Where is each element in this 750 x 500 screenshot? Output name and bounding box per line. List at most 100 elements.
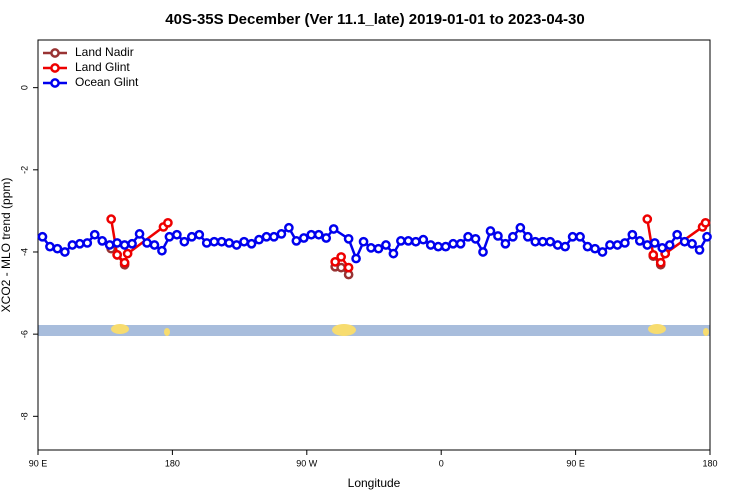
data-point xyxy=(37,231,48,242)
legend-label: Ocean Glint xyxy=(75,75,139,89)
data-point xyxy=(567,231,578,242)
x-axis-label: Longitude xyxy=(348,476,401,490)
data-point xyxy=(112,238,122,248)
data-point xyxy=(291,236,302,246)
data-point xyxy=(552,240,563,250)
legend-label: Land Nadir xyxy=(75,45,134,59)
data-point xyxy=(448,238,458,249)
land-patch xyxy=(111,324,129,334)
data-point xyxy=(298,233,309,243)
data-point xyxy=(112,250,122,260)
data-point xyxy=(493,231,503,241)
data-point xyxy=(433,241,444,252)
y-tick-label: -4 xyxy=(19,248,29,256)
data-point xyxy=(224,238,234,248)
data-point xyxy=(306,229,317,240)
data-point xyxy=(373,243,384,254)
data-point xyxy=(74,238,85,249)
data-point xyxy=(590,243,600,254)
y-tick-label: 0 xyxy=(19,85,29,90)
data-point xyxy=(261,231,272,242)
data-point xyxy=(82,238,93,248)
data-point xyxy=(672,229,682,240)
x-tick-label: 0 xyxy=(439,458,444,468)
data-point xyxy=(597,247,608,257)
data-point xyxy=(122,248,133,259)
data-point xyxy=(403,236,414,246)
data-point xyxy=(358,236,369,247)
x-tick-label: 90 E xyxy=(566,458,585,468)
legend-marker xyxy=(50,48,60,58)
land-patch xyxy=(648,324,666,334)
data-point xyxy=(104,240,115,250)
data-point xyxy=(634,236,645,246)
map-strip xyxy=(38,324,710,336)
data-point xyxy=(313,229,324,240)
data-point xyxy=(149,240,160,250)
data-point xyxy=(455,238,466,249)
data-point xyxy=(620,238,630,248)
land-patch xyxy=(164,328,170,336)
data-point xyxy=(60,247,70,257)
ocean-band xyxy=(38,325,710,336)
x-tick-label: 90 W xyxy=(296,458,318,468)
data-point xyxy=(239,236,249,247)
data-point xyxy=(194,229,205,240)
data-point xyxy=(537,236,548,247)
y-axis-label: XCO2 - MLO trend (ppm) xyxy=(0,178,13,313)
data-point xyxy=(381,240,391,250)
data-point xyxy=(179,236,190,247)
y-tick-label: -2 xyxy=(19,166,29,174)
data-point xyxy=(440,241,451,252)
plot-frame xyxy=(37,39,711,451)
data-point xyxy=(216,236,227,247)
data-point xyxy=(127,238,137,249)
data-point xyxy=(343,233,354,244)
data-point xyxy=(687,238,697,249)
data-point xyxy=(89,229,100,240)
data-point xyxy=(500,238,511,249)
data-point xyxy=(67,240,78,250)
data-point xyxy=(119,257,130,268)
data-point xyxy=(97,236,108,246)
data-point xyxy=(515,222,526,233)
data-point xyxy=(627,229,638,240)
y-tick-label: -8 xyxy=(19,412,29,420)
data-point xyxy=(164,231,175,242)
data-point xyxy=(642,214,653,224)
data-point xyxy=(612,240,623,250)
data-point xyxy=(485,226,496,236)
data-point xyxy=(425,240,436,250)
data-point xyxy=(343,262,354,273)
data-point xyxy=(321,233,332,243)
land-patch xyxy=(703,328,709,336)
data-point xyxy=(246,238,257,249)
x-tick-label: 180 xyxy=(165,458,180,468)
data-point xyxy=(530,236,541,247)
y-tick-label: -6 xyxy=(19,330,29,338)
data-point xyxy=(276,229,287,239)
data-point xyxy=(648,250,659,260)
data-point xyxy=(642,240,653,250)
data-point xyxy=(157,245,167,256)
data-point xyxy=(522,231,533,242)
x-tick-label: 180 xyxy=(702,458,717,468)
data-point xyxy=(330,256,341,267)
data-point xyxy=(328,224,339,234)
data-point xyxy=(478,247,488,257)
data-point xyxy=(186,231,197,242)
data-point xyxy=(396,236,406,246)
legend-label: Land Glint xyxy=(75,60,130,74)
data-point xyxy=(231,240,242,250)
data-point xyxy=(702,231,712,242)
data-point xyxy=(119,240,130,250)
chart-title: 40S-35S December (Ver 11.1_late) 2019-01… xyxy=(165,11,584,28)
land-patch xyxy=(332,324,356,336)
data-point xyxy=(463,231,473,242)
data-point xyxy=(172,229,182,240)
data-point xyxy=(201,238,212,248)
data-point xyxy=(470,233,481,244)
data-point xyxy=(209,236,220,247)
